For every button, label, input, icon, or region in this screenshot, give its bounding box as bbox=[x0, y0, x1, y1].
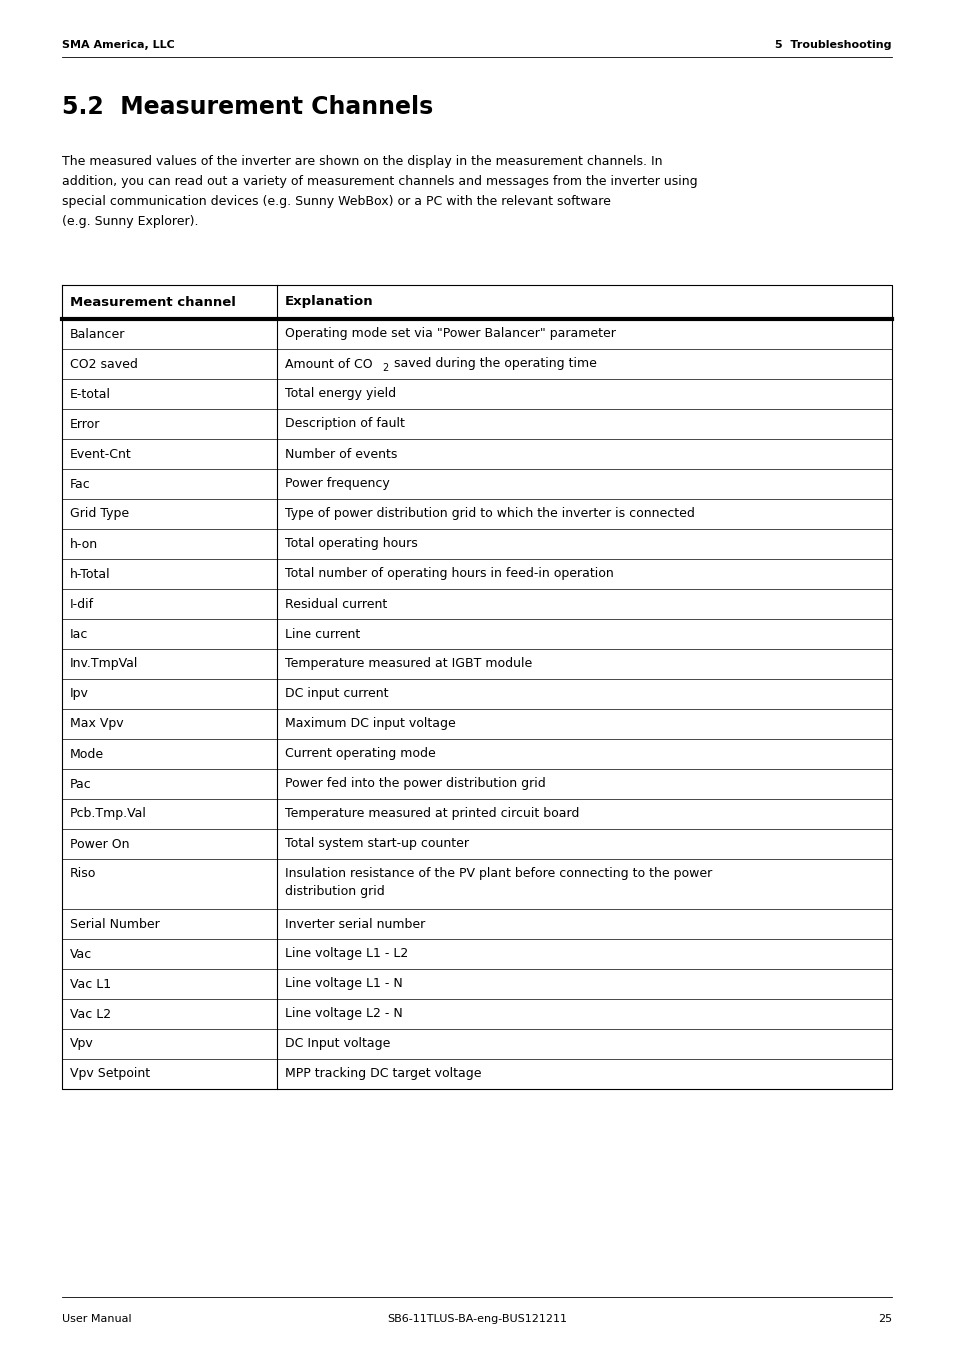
Text: distribution grid: distribution grid bbox=[285, 886, 384, 898]
Text: Event-Cnt: Event-Cnt bbox=[70, 448, 132, 461]
Text: 2: 2 bbox=[381, 362, 388, 373]
Text: Explanation: Explanation bbox=[285, 296, 374, 308]
Text: Total number of operating hours in feed-in operation: Total number of operating hours in feed-… bbox=[285, 568, 613, 580]
Text: 25: 25 bbox=[877, 1314, 891, 1324]
Text: Power frequency: Power frequency bbox=[285, 477, 390, 491]
Text: Line voltage L1 - L2: Line voltage L1 - L2 bbox=[285, 948, 408, 960]
Text: Maximum DC input voltage: Maximum DC input voltage bbox=[285, 718, 456, 730]
Text: Residual current: Residual current bbox=[285, 598, 387, 611]
Text: Fac: Fac bbox=[70, 477, 91, 491]
Text: SB6-11TLUS-BA-eng-BUS121211: SB6-11TLUS-BA-eng-BUS121211 bbox=[387, 1314, 566, 1324]
Text: Line current: Line current bbox=[285, 627, 360, 641]
Text: Vac L1: Vac L1 bbox=[70, 977, 111, 991]
Text: addition, you can read out a variety of measurement channels and messages from t: addition, you can read out a variety of … bbox=[62, 174, 697, 188]
Text: special communication devices (e.g. Sunny WebBox) or a PC with the relevant soft: special communication devices (e.g. Sunn… bbox=[62, 195, 610, 208]
Text: Total energy yield: Total energy yield bbox=[285, 388, 395, 400]
Text: Inv.TmpVal: Inv.TmpVal bbox=[70, 657, 138, 671]
Text: Ipv: Ipv bbox=[70, 688, 89, 700]
Text: DC input current: DC input current bbox=[285, 688, 388, 700]
Text: h-on: h-on bbox=[70, 538, 98, 550]
Text: Grid Type: Grid Type bbox=[70, 507, 129, 521]
Text: Total system start-up counter: Total system start-up counter bbox=[285, 837, 469, 850]
Text: Type of power distribution grid to which the inverter is connected: Type of power distribution grid to which… bbox=[285, 507, 694, 521]
Text: Pcb.Tmp.Val: Pcb.Tmp.Val bbox=[70, 807, 147, 821]
Text: Measurement channel: Measurement channel bbox=[70, 296, 235, 308]
Text: Power fed into the power distribution grid: Power fed into the power distribution gr… bbox=[285, 777, 545, 791]
Text: Temperature measured at IGBT module: Temperature measured at IGBT module bbox=[285, 657, 532, 671]
Text: saved during the operating time: saved during the operating time bbox=[390, 357, 597, 370]
Text: Number of events: Number of events bbox=[285, 448, 397, 461]
Text: Temperature measured at printed circuit board: Temperature measured at printed circuit … bbox=[285, 807, 578, 821]
Text: h-Total: h-Total bbox=[70, 568, 111, 580]
Text: E-total: E-total bbox=[70, 388, 111, 400]
Text: The measured values of the inverter are shown on the display in the measurement : The measured values of the inverter are … bbox=[62, 155, 661, 168]
Text: Amount of CO: Amount of CO bbox=[285, 357, 373, 370]
Text: Mode: Mode bbox=[70, 748, 104, 760]
Text: Serial Number: Serial Number bbox=[70, 918, 159, 930]
Text: Vac L2: Vac L2 bbox=[70, 1007, 111, 1021]
Text: Total operating hours: Total operating hours bbox=[285, 538, 417, 550]
Text: Vac: Vac bbox=[70, 948, 92, 960]
Text: Current operating mode: Current operating mode bbox=[285, 748, 436, 760]
Text: Iac: Iac bbox=[70, 627, 89, 641]
Text: User Manual: User Manual bbox=[62, 1314, 132, 1324]
Text: Max Vpv: Max Vpv bbox=[70, 718, 124, 730]
Text: (e.g. Sunny Explorer).: (e.g. Sunny Explorer). bbox=[62, 215, 198, 228]
Text: Line voltage L2 - N: Line voltage L2 - N bbox=[285, 1007, 402, 1021]
Text: 5.2  Measurement Channels: 5.2 Measurement Channels bbox=[62, 95, 433, 119]
Text: SMA America, LLC: SMA America, LLC bbox=[62, 41, 174, 50]
Text: Power On: Power On bbox=[70, 837, 130, 850]
Text: Operating mode set via "Power Balancer" parameter: Operating mode set via "Power Balancer" … bbox=[285, 327, 616, 341]
Text: Balancer: Balancer bbox=[70, 327, 125, 341]
Text: CO2 saved: CO2 saved bbox=[70, 357, 138, 370]
Text: Line voltage L1 - N: Line voltage L1 - N bbox=[285, 977, 402, 991]
Text: Riso: Riso bbox=[70, 867, 96, 880]
Text: Pac: Pac bbox=[70, 777, 91, 791]
Text: Inverter serial number: Inverter serial number bbox=[285, 918, 425, 930]
Text: Vpv Setpoint: Vpv Setpoint bbox=[70, 1068, 150, 1080]
Text: 5  Troubleshooting: 5 Troubleshooting bbox=[775, 41, 891, 50]
Text: Vpv: Vpv bbox=[70, 1037, 93, 1051]
Text: Insulation resistance of the PV plant before connecting to the power: Insulation resistance of the PV plant be… bbox=[285, 867, 712, 880]
Text: DC Input voltage: DC Input voltage bbox=[285, 1037, 390, 1051]
Text: I-dif: I-dif bbox=[70, 598, 94, 611]
Text: Description of fault: Description of fault bbox=[285, 418, 404, 430]
Text: MPP tracking DC target voltage: MPP tracking DC target voltage bbox=[285, 1068, 481, 1080]
Text: Error: Error bbox=[70, 418, 100, 430]
